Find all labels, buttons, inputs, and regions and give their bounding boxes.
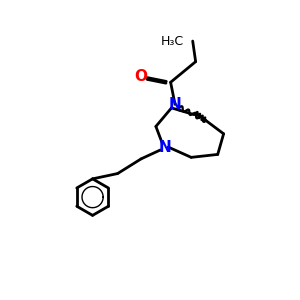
Text: H₃C: H₃C	[161, 34, 184, 48]
Text: O: O	[135, 69, 148, 84]
Text: N: N	[169, 97, 182, 112]
Text: N: N	[158, 140, 171, 154]
